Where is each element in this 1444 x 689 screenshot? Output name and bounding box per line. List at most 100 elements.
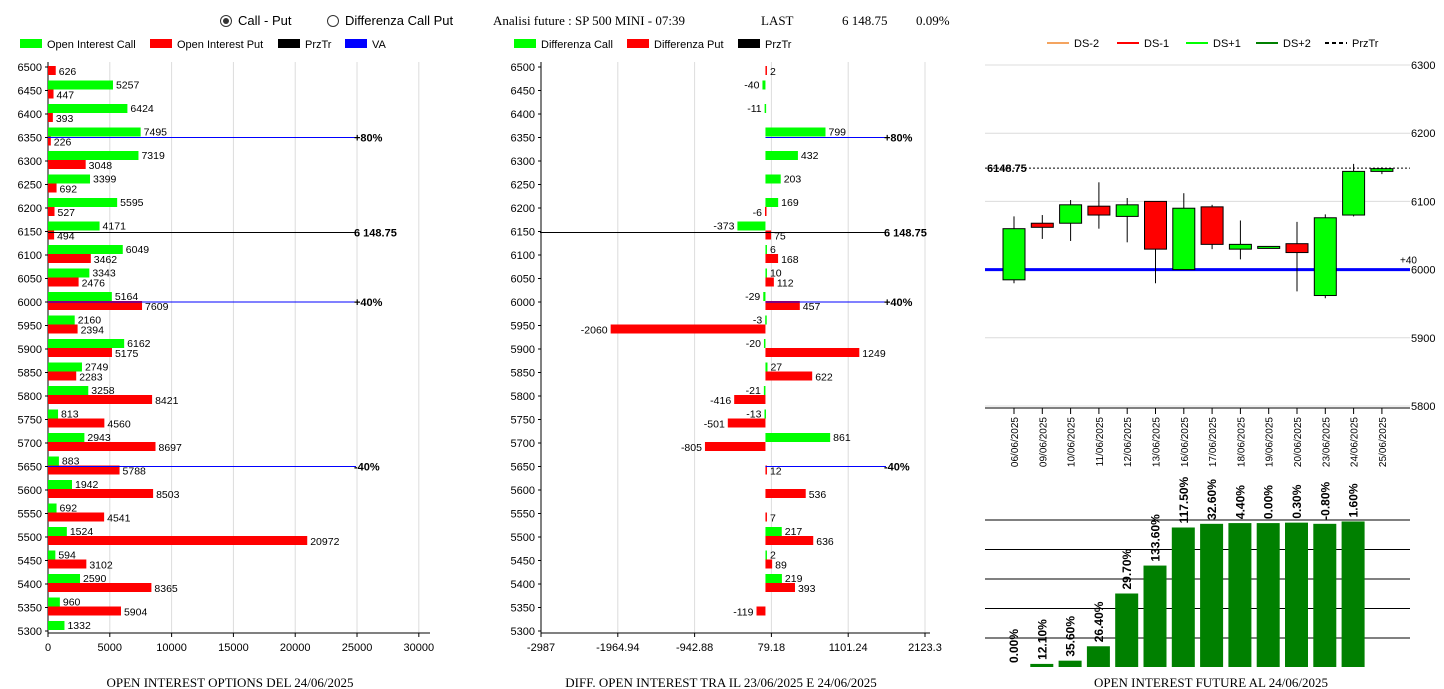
future-oi-bar [1115,593,1139,667]
middle-legend-swatch [627,39,649,48]
put-value-label: 5175 [115,348,139,360]
y-tick-label: 5850 [18,368,42,380]
put-value-label: 622 [815,372,833,384]
put-value-label: 3102 [89,560,113,572]
y-tick-label: 5750 [18,415,42,427]
put-bar [765,465,767,475]
date-label: 20/06/2025 [1293,417,1304,467]
date-label: 18/06/2025 [1236,417,1247,467]
put-value-label: 5788 [123,466,147,478]
put-value-label: 626 [59,66,77,78]
panel-title: OPEN INTEREST FUTURE AL 24/06/2025 [1094,675,1328,689]
call-value-label: 217 [785,526,803,538]
put-value-label: 692 [60,184,78,196]
candle-body [1059,204,1083,224]
y-tick-label: 5500 [511,532,535,544]
put-bar [48,512,105,522]
y-tick-label: 5500 [18,532,42,544]
put-value-label: -6 [753,207,762,219]
call-bar [765,245,767,254]
radio-call-put[interactable]: Call - Put [220,13,291,28]
y-tick-label: 5300 [18,626,42,638]
date-label: 12/06/2025 [1123,417,1134,467]
future-oi-bar [1030,663,1054,667]
panel-title: OPEN INTEREST OPTIONS DEL 24/06/2025 [107,675,354,689]
reference-line-label: 6 148.75 [354,228,397,240]
future-oi-value-label: 117.50% [1177,476,1191,523]
put-value-label: 112 [777,278,794,290]
put-value-label: 20972 [310,536,339,548]
call-bar [48,268,90,278]
x-tick-label: 1101.24 [829,642,868,654]
put-bar [48,136,51,146]
call-value-label: 1942 [75,479,99,491]
call-bar [48,198,118,207]
radio-differenza-label: Differenza Call Put [345,13,454,28]
candle-body [1200,206,1224,245]
future-oi-bar [1171,527,1195,667]
call-bar [763,386,766,395]
middle-legend-label: PrzTr [765,39,792,51]
put-value-label: 4560 [107,419,131,431]
y-tick-label: 6300 [511,156,535,168]
x-tick-label: -1964.94 [596,642,639,654]
put-bar [704,442,766,451]
future-oi-bar [1285,522,1308,667]
put-bar [48,207,55,216]
candle-body [1313,217,1337,297]
put-value-label: 4541 [107,513,131,525]
radio-unselected-icon[interactable] [327,14,339,27]
put-value-label: 75 [774,231,786,243]
date-label: 19/06/2025 [1265,417,1276,467]
y-tick-label: 6350 [511,133,535,145]
y-tick-label: 6400 [511,109,535,121]
y-tick-label: 6500 [18,62,42,74]
call-value-label: 6 [770,244,776,256]
right-legend-label: PrzTr [1352,38,1379,50]
put-value-label: 8421 [155,395,179,407]
y-tick-label: 6300 [1411,60,1435,72]
put-bar [765,489,806,498]
put-value-label: -119 [733,607,753,619]
call-bar [764,409,766,419]
call-value-label: 692 [60,503,78,515]
right-legend-label: DS-2 [1074,38,1099,50]
future-oi-value-label: 12.10% [1035,619,1049,660]
y-tick-label: 5800 [18,391,42,403]
y-tick-label: 6150 [18,227,42,239]
call-value-label: 1524 [70,526,94,538]
y-tick-label: 5850 [511,368,535,380]
put-value-label: -805 [681,442,702,454]
put-bar [765,512,767,522]
y-tick-label: 5800 [511,391,535,403]
left-legend-label: VA [372,39,387,51]
call-bar [765,527,782,536]
date-label: 11/06/2025 [1095,417,1106,467]
put-value-label: 226 [54,137,72,149]
put-value-label: 7609 [145,301,169,313]
put-value-label: 8697 [159,442,183,454]
put-bar [734,395,766,404]
put-value-label: 393 [56,113,74,125]
put-bar [48,371,77,381]
candle-body [1172,207,1196,271]
future-oi-value-label: 1.60% [1347,483,1361,517]
call-value-label: 799 [828,127,846,139]
put-value-label: -501 [704,419,725,431]
radio-selected-icon[interactable] [220,14,232,27]
put-value-label: 527 [58,207,76,219]
x-tick-label: 20000 [280,642,311,654]
call-bar [48,292,112,301]
put-bar [765,583,795,592]
put-bar [765,536,814,545]
future-oi-bar [1256,523,1280,667]
call-bar [48,127,141,137]
radio-differenza[interactable]: Differenza Call Put [327,13,453,28]
call-bar [48,456,59,466]
middle-legend-label: Differenza Put [654,39,724,51]
future-oi-value-label: -0.80% [1318,481,1332,519]
y-tick-label: 6100 [1411,196,1435,208]
candle-body [1002,228,1026,281]
y-tick-label: 5350 [18,603,42,615]
